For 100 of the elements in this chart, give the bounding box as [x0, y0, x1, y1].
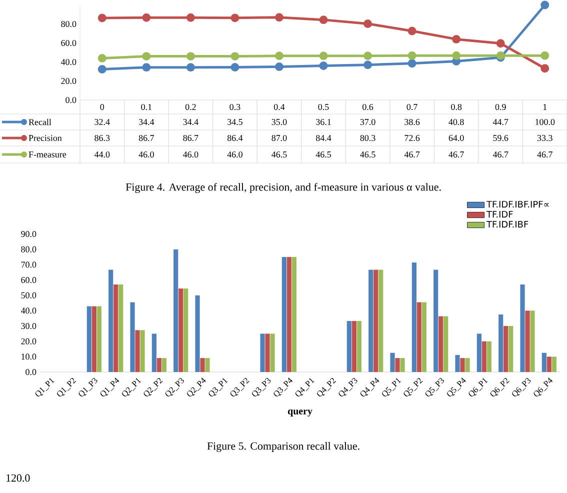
data-label: 46.7 — [404, 151, 420, 158]
data-label: 86.7 — [138, 134, 154, 142]
point — [230, 52, 240, 61]
data-label: 100.0 — [536, 118, 555, 126]
x-tick-label: 0.5 — [318, 104, 329, 110]
bar — [422, 302, 426, 372]
bar — [346, 320, 352, 372]
x-tick-label: 0.7 — [406, 104, 418, 110]
y-tick-label: 70.0 — [21, 262, 36, 268]
bar — [546, 356, 552, 372]
data-label: 64.0 — [448, 134, 464, 142]
y-tick-label: 0.0 — [26, 368, 36, 376]
y-tick-label: 80.0 — [21, 246, 36, 252]
bar — [200, 358, 205, 372]
point — [364, 60, 372, 70]
point — [540, 64, 550, 73]
data-label: 72.6 — [404, 134, 420, 142]
point — [98, 54, 106, 62]
bar — [520, 284, 525, 372]
data-label: 46.5 — [272, 151, 287, 158]
y-tick-label: 20.0 — [21, 338, 36, 344]
data-label: 40.8 — [448, 118, 464, 126]
bar — [504, 326, 508, 372]
point — [408, 59, 416, 68]
data-label: 32.4 — [94, 118, 110, 126]
legend-label: Precision — [28, 134, 62, 142]
bar — [286, 257, 292, 372]
bar — [434, 270, 438, 372]
data-label: 36.1 — [316, 118, 331, 126]
point — [230, 14, 240, 22]
y-tick-label: 10.0 — [22, 354, 36, 360]
legend-label: F-measure — [28, 152, 66, 158]
bar — [400, 358, 405, 372]
x-tick-label: 0.9 — [495, 104, 506, 110]
point — [274, 52, 284, 60]
point — [319, 16, 328, 24]
legend-label: Recall — [28, 118, 52, 126]
bar — [356, 320, 362, 372]
bar — [460, 358, 465, 372]
point — [408, 26, 416, 36]
bar — [378, 270, 384, 372]
bar — [205, 358, 210, 372]
y-tick-label: 50.0 — [21, 292, 36, 298]
point — [142, 63, 151, 72]
bar — [412, 262, 416, 372]
data-label: 34.4 — [183, 118, 198, 126]
point — [319, 61, 328, 70]
data-label: 44.0 — [94, 151, 110, 158]
point — [274, 62, 284, 71]
data-label: 46.0 — [227, 151, 242, 158]
data-label: 34.5 — [228, 118, 242, 126]
bar — [114, 284, 118, 372]
y-tick-label: 60.0 — [21, 276, 36, 284]
point — [230, 62, 240, 72]
legend-label: TF.IDF.IBF — [486, 220, 528, 228]
bar — [270, 334, 275, 372]
data-label: 59.6 — [493, 134, 508, 142]
data-label: 86.7 — [183, 134, 198, 142]
point — [98, 14, 106, 22]
bar — [374, 270, 378, 372]
bar — [156, 358, 162, 372]
caption: Figure 4. Average of recall, precision, and f-measure in various α value. — [126, 182, 441, 194]
y-tick-label: 60.0 — [61, 40, 76, 46]
bar — [525, 310, 530, 372]
bar — [482, 341, 486, 372]
legend-label: TF.IDF — [486, 210, 513, 218]
bar — [265, 334, 270, 372]
y-tick-label: 30.0 — [21, 322, 36, 330]
point — [364, 19, 372, 28]
bar — [486, 341, 492, 372]
bar — [108, 270, 114, 372]
y-tick-label: 40.0 — [60, 58, 76, 66]
point — [98, 64, 106, 74]
text: 120.0 — [6, 474, 30, 482]
y-tick-label: 40.0 — [20, 308, 36, 314]
bar — [260, 334, 265, 372]
bar — [86, 306, 92, 372]
bar — [130, 302, 135, 372]
point — [540, 51, 550, 60]
point — [540, 0, 550, 10]
data-label: 46.7 — [492, 151, 508, 158]
y-tick-label: 20.0 — [61, 78, 76, 84]
y-tick-label: 90.0 — [21, 230, 36, 238]
bar — [530, 310, 535, 372]
bar — [465, 358, 470, 372]
data-label: 46.5 — [360, 151, 376, 158]
point — [142, 13, 151, 22]
data-label: 46.5 — [316, 151, 332, 158]
point — [319, 52, 328, 60]
bar — [508, 326, 514, 372]
point — [186, 13, 195, 22]
point — [408, 51, 416, 60]
bar — [195, 295, 200, 372]
y-tick-label: 0.0 — [66, 96, 76, 104]
data-label: 46.0 — [183, 151, 198, 158]
point — [186, 63, 195, 72]
bar — [135, 330, 140, 372]
data-label: 46.7 — [448, 151, 464, 158]
x-tick-label: 0.3 — [230, 104, 240, 110]
x-tick-label: 0.8 — [451, 104, 462, 110]
